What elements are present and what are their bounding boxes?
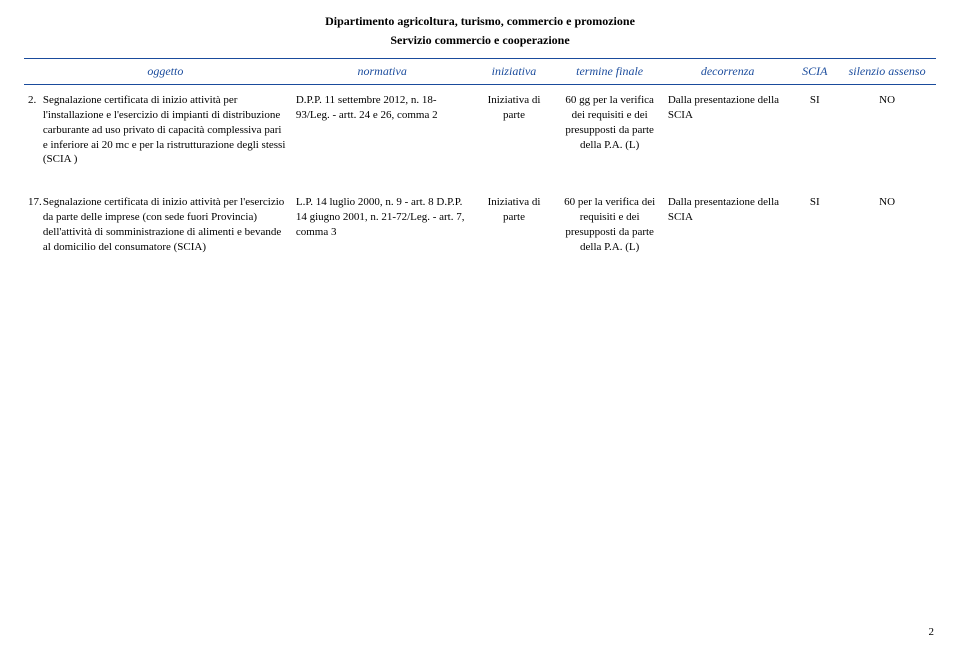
col-decorrenza-header: decorrenza [664,59,792,85]
procedures-table: oggetto normativa iniziativa termine fin… [24,58,936,265]
cell-normativa: L.P. 14 luglio 2000, n. 9 - art. 8 D.P.P… [292,177,473,264]
cell-termine: 60 gg per la verifica dei requisiti e de… [555,85,663,178]
col-oggetto-header: oggetto [39,59,292,85]
cell-idx: 2. [24,85,39,178]
cell-decorrenza: Dalla presentazione della SCIA [664,85,792,178]
col-silenzio-header: silenzio assenso [838,59,936,85]
col-idx-header [24,59,39,85]
page-number: 2 [929,626,935,638]
col-normativa-header: normativa [292,59,473,85]
cell-decorrenza: Dalla presentazione della SCIA [664,177,792,264]
cell-scia: SI [791,177,838,264]
cell-idx: 17. [24,177,39,264]
cell-scia: SI [791,85,838,178]
service-subtitle: Servizio commercio e cooperazione [24,33,936,48]
table-header-row: oggetto normativa iniziativa termine fin… [24,59,936,85]
col-termine-header: termine finale [555,59,663,85]
cell-termine: 60 per la verifica dei requisiti e dei p… [555,177,663,264]
table-row: 17. Segnalazione certificata di inizio a… [24,177,936,264]
col-scia-header: SCIA [791,59,838,85]
col-iniziativa-header: iniziativa [473,59,556,85]
table-row: 2. Segnalazione certificata di inizio at… [24,85,936,178]
cell-normativa: D.P.P. 11 settembre 2012, n. 18-93/Leg. … [292,85,473,178]
cell-silenzio: NO [838,85,936,178]
cell-oggetto: Segnalazione certificata di inizio attiv… [39,177,292,264]
cell-silenzio: NO [838,177,936,264]
cell-iniziativa: Iniziativa di parte [473,85,556,178]
cell-iniziativa: Iniziativa di parte [473,177,556,264]
cell-oggetto: Segnalazione certificata di inizio attiv… [39,85,292,178]
department-title: Dipartimento agricoltura, turismo, comme… [24,14,936,29]
